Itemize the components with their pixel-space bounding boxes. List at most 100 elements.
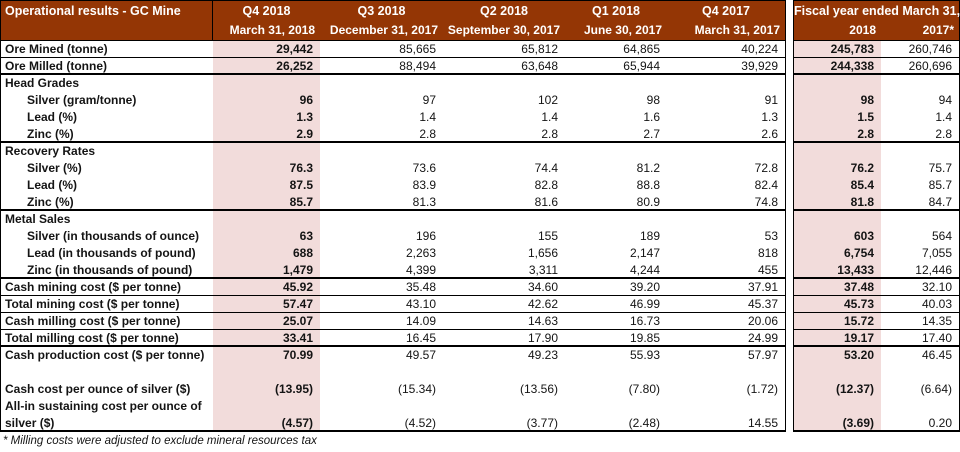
cell-value: (1.72)	[746, 382, 778, 396]
row-main: Zinc (%) 2.9 2.8 2.8 2.7 2.6	[0, 126, 786, 143]
cell-value: (12.37)	[794, 381, 881, 398]
cell-value	[443, 211, 565, 228]
row-main: Lead (%) 87.5 83.9 82.8 88.8 82.4	[0, 177, 786, 194]
cell-value: 14.09	[405, 314, 436, 328]
row-label: Zinc (%)	[27, 127, 74, 141]
footnote: * Milling costs were adjusted to exclude…	[3, 435, 317, 447]
cell-value: (13.56)	[519, 382, 558, 396]
column-gap	[786, 313, 793, 330]
cell-value: 55.93	[629, 348, 660, 362]
quarter-date: June 30, 2017	[583, 23, 662, 37]
row-label: Ore Milled (tonne)	[5, 59, 107, 73]
table-header: Operational results - GC Mine Q4 2018 Mar…	[0, 0, 960, 41]
cell-value: 13,433	[794, 262, 881, 277]
row-main: Cash cost per ounce of silver ($) (13.95)…	[0, 381, 786, 398]
column-gap	[786, 330, 793, 347]
cell-value	[320, 211, 443, 228]
quarter-header: Q3 2018 December 31, 2017	[320, 1, 443, 40]
column-gap	[786, 177, 793, 194]
table-row: Lead (%) 1.3 1.4 1.4 1.6 1.3 1.5 1.4	[0, 109, 960, 126]
column-gap	[786, 245, 793, 262]
row-label: Ore Mined (tonne)	[5, 42, 108, 56]
cell-value: 85,665	[399, 42, 436, 56]
cell-value	[794, 398, 881, 415]
cell-value: 1.3	[761, 110, 778, 124]
cell-value: 49.23	[527, 348, 558, 362]
cell-value: 40,224	[741, 42, 778, 56]
cell-value	[320, 398, 443, 415]
column-gap	[786, 160, 793, 177]
table-row: Silver (gram/tonne) 96 97 102 98 91 98 94	[0, 92, 960, 109]
cell-value	[794, 364, 881, 381]
column-gap	[786, 92, 793, 109]
row-main: Total milling cost ($ per tonne) 33.41 16.…	[0, 330, 786, 347]
row-main: Lead (in thousands of pound) 688 2,263 1,65…	[0, 245, 786, 262]
cell-value: 85.7	[928, 178, 952, 192]
row-label: Metal Sales	[5, 212, 71, 226]
table-row: Cash cost per ounce of silver ($) (13.95)…	[0, 381, 960, 398]
column-gap	[786, 228, 793, 245]
cell-value	[565, 75, 667, 92]
row-main: Ore Mined (tonne) 29,442 85,665 65,812 64,86…	[0, 41, 786, 58]
fiscal-year-title: Fiscal year ended March 31,	[794, 4, 960, 18]
row-main	[0, 364, 786, 381]
cell-value	[213, 75, 320, 92]
cell-value: (13.95)	[213, 381, 320, 398]
cell-value: (3.69)	[794, 415, 881, 430]
cell-value	[881, 398, 959, 415]
cell-value	[667, 75, 785, 92]
row-fiscal: 245,783 260,746	[793, 41, 960, 58]
row-label: Cash milling cost ($ per tonne)	[5, 314, 181, 328]
row-main: Cash production cost ($ per tonne) 70.99 4…	[0, 347, 786, 364]
column-gap	[786, 0, 793, 41]
row-label: Silver (in thousands of ounce)	[27, 229, 200, 243]
row-main: Zinc (%) 85.7 81.3 81.6 80.9 74.8	[0, 194, 786, 211]
cell-value: 43.10	[405, 297, 436, 311]
cell-value: 688	[213, 245, 320, 262]
table-row: Total mining cost ($ per tonne) 57.47 43.1…	[0, 296, 960, 313]
cell-value: 42.62	[527, 297, 558, 311]
cell-value: 74.8	[754, 195, 778, 209]
cell-value: 2,147	[629, 246, 660, 260]
cell-value	[794, 211, 881, 228]
cell-value: 16.45	[405, 331, 436, 345]
cell-value: 102	[537, 93, 558, 107]
row-fiscal: (3.69) 0.20	[793, 415, 960, 432]
cell-value: 33.41	[213, 330, 320, 345]
cell-value: 1,479	[213, 262, 320, 277]
table-row: Head Grades	[0, 75, 960, 92]
cell-value	[565, 364, 667, 381]
cell-value: 81.2	[636, 161, 660, 175]
column-gap	[786, 398, 793, 415]
column-gap	[786, 415, 793, 432]
cell-value: 1.4	[541, 110, 558, 124]
row-fiscal: 53.20 46.45	[793, 347, 960, 364]
cell-value: 15.72	[794, 313, 881, 329]
table-body: Ore Mined (tonne) 29,442 85,665 65,812 64,86…	[0, 41, 960, 432]
cell-value: 2.9	[213, 126, 320, 141]
cell-value	[881, 143, 959, 160]
row-label: Cash production cost ($ per tonne)	[5, 348, 205, 362]
row-main: Silver (gram/tonne) 96 97 102 98 91	[0, 92, 786, 109]
quarter-header: Q2 2018 September 30, 2017	[443, 1, 565, 40]
row-fiscal	[793, 211, 960, 228]
cell-value: 12,446	[915, 263, 952, 277]
cell-value: 4,399	[405, 263, 436, 277]
cell-value	[794, 75, 881, 92]
quarter-header: Q4 2018 March 31, 2018	[213, 1, 320, 40]
row-fiscal: 6,754 7,055	[793, 245, 960, 262]
row-fiscal	[793, 143, 960, 160]
row-fiscal	[793, 398, 960, 415]
table-header-fiscal: Fiscal year ended March 31, 2018 2017*	[793, 0, 960, 41]
cell-value: 14.63	[527, 314, 558, 328]
cell-value: 245,783	[794, 41, 881, 57]
cell-value: 85.4	[794, 177, 881, 194]
cell-value: 189	[639, 229, 660, 243]
cell-value: 155	[537, 229, 558, 243]
cell-value: 4,244	[629, 263, 660, 277]
row-fiscal: 13,433 12,446	[793, 262, 960, 279]
row-label: Lead (%)	[27, 178, 78, 192]
cell-value: 49.57	[405, 348, 436, 362]
row-main: Recovery Rates	[0, 143, 786, 160]
cell-value: 17.90	[527, 331, 558, 345]
